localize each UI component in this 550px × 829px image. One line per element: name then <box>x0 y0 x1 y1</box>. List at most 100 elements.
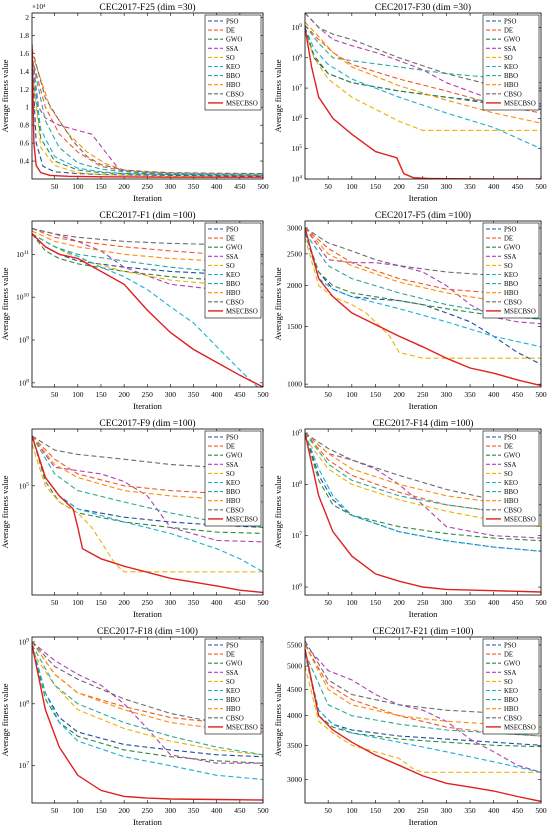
series-line-so <box>305 437 541 528</box>
legend-label-bbo: BBO <box>504 697 518 704</box>
series-line-cbso <box>305 13 541 92</box>
legend-label-bbo: BBO <box>226 73 240 80</box>
y-axis-label: Average fitness value <box>0 59 10 132</box>
series-line-gwo <box>305 432 541 542</box>
legend-label-de: DE <box>504 652 513 659</box>
legend-label-so: SO <box>226 55 235 62</box>
x-tick-label: 50 <box>51 182 59 191</box>
legend-label-so: SO <box>226 263 235 270</box>
legend-label-ssa: SSA <box>226 254 239 261</box>
legend-label-pso: PSO <box>504 19 517 26</box>
chart-title: CEC2017-F9 (dim =100) <box>99 418 195 429</box>
series-line-keo <box>305 432 541 552</box>
x-tick-label: 500 <box>535 806 547 815</box>
x-tick-label: 450 <box>234 182 246 191</box>
chart-panel-5: CEC2017-F9 (dim =100) Iteration Average fi… <box>0 418 269 619</box>
legend-label-hbo: HBO <box>504 498 518 505</box>
chart-panel-6: CEC2017-F14 (dim =100) Iteration Average f… <box>273 418 547 619</box>
x-tick-label: 100 <box>72 390 84 399</box>
legend-label-keo: KEO <box>226 688 240 695</box>
y-tick-label: 0.8 <box>20 121 30 130</box>
legend-label-gwo: GWO <box>226 453 242 460</box>
x-axis-label: Iteration <box>133 817 163 827</box>
series-line-ssa <box>32 227 263 292</box>
x-tick-label: 450 <box>234 390 246 399</box>
chart-title: CEC2017-F1 (dim =100) <box>99 210 195 221</box>
legend-label-de: DE <box>226 28 235 35</box>
legend-label-cbso: CBSO <box>226 91 244 98</box>
x-tick-label: 200 <box>118 598 130 607</box>
legend-label-so: SO <box>504 263 513 270</box>
x-tick-label: 200 <box>393 598 405 607</box>
legend: PSO DE GWO SSA SO KEO BBO HBO CBSO MSECBSO <box>482 222 540 319</box>
legend-label-msecbso: MSECBSO <box>504 100 536 107</box>
legend-label-gwo: GWO <box>226 661 242 668</box>
x-tick-label: 400 <box>488 182 500 191</box>
x-tick-label: 250 <box>142 390 154 399</box>
x-tick-label: 50 <box>324 390 332 399</box>
x-tick-label: 500 <box>257 390 269 399</box>
legend-label-gwo: GWO <box>504 37 520 44</box>
legend-label-ssa: SSA <box>504 670 517 677</box>
legend-label-msecbso: MSECBSO <box>504 516 536 523</box>
y-tick-label: 0.6 <box>20 139 30 148</box>
legend-label-keo: KEO <box>504 688 518 695</box>
x-tick-label: 200 <box>118 182 130 191</box>
legend-label-cbso: CBSO <box>504 715 522 722</box>
legend-label-cbso: CBSO <box>226 715 244 722</box>
series-line-bbo <box>305 24 541 84</box>
x-tick-label: 300 <box>165 806 177 815</box>
x-tick-label: 300 <box>165 182 177 191</box>
legend-label-de: DE <box>226 652 235 659</box>
legend-label-gwo: GWO <box>504 661 520 668</box>
y-tick-label: 109 <box>292 429 303 438</box>
series-line-hbo <box>305 21 541 124</box>
y-tick-label: 2000 <box>287 281 302 290</box>
legend-label-de: DE <box>504 28 513 35</box>
x-tick-label: 150 <box>95 806 107 815</box>
legend-label-cbso: CBSO <box>504 91 522 98</box>
x-tick-label: 450 <box>512 390 524 399</box>
y-tick-label: 109 <box>19 637 30 646</box>
legend-label-keo: KEO <box>504 480 518 487</box>
legend-label-bbo: BBO <box>226 489 240 496</box>
y-tick-label: 105 <box>292 144 303 153</box>
y-tick-label: 2500 <box>287 249 302 258</box>
series-line-hbo <box>305 227 541 306</box>
legend-label-cbso: CBSO <box>226 299 244 306</box>
x-tick-label: 250 <box>142 598 154 607</box>
y-tick-label: 106 <box>292 114 303 123</box>
chart-title: CEC2017-F21 (dim =100) <box>373 626 474 637</box>
x-tick-label: 300 <box>441 806 453 815</box>
legend-label-msecbso: MSECBSO <box>504 308 536 315</box>
y-tick-label: 5500 <box>287 640 302 649</box>
legend-label-cbso: CBSO <box>504 299 522 306</box>
y-tick-label: 106 <box>292 583 303 592</box>
x-tick-label: 400 <box>211 182 223 191</box>
series-line-ssa <box>305 644 541 773</box>
series-line-bbo <box>32 233 263 278</box>
series-line-msecbso <box>305 227 541 387</box>
chart-title: CEC2017-F25 (dim =30) <box>99 2 195 13</box>
y-tick-label: 109 <box>292 23 303 32</box>
y-tick-label: 1 <box>25 103 29 112</box>
plot-frame <box>304 12 542 180</box>
legend-label-pso: PSO <box>504 227 517 234</box>
x-tick-label: 100 <box>72 806 84 815</box>
y-tick-label: 1011 <box>16 250 29 259</box>
x-axis-label: Iteration <box>409 609 439 619</box>
series-line-so <box>32 651 263 756</box>
x-tick-label: 400 <box>211 598 223 607</box>
y-tick-label: 107 <box>292 84 303 93</box>
series-line-msecbso <box>32 644 263 801</box>
series-line-bbo <box>32 435 263 528</box>
x-axis-label: Iteration <box>133 401 163 411</box>
chart-panel-4: CEC2017-F5 (dim =100) Iteration Average fi… <box>273 210 547 411</box>
chart-panel-1: CEC2017-F25 (dim =30) Iteration Average fi… <box>0 2 269 203</box>
x-tick-label: 450 <box>234 598 246 607</box>
legend-label-cbso: CBSO <box>504 507 522 514</box>
y-tick-label: 1.6 <box>20 49 30 58</box>
legend-label-ssa: SSA <box>504 46 517 53</box>
legend-label-ssa: SSA <box>226 46 239 53</box>
x-tick-label: 500 <box>535 390 547 399</box>
